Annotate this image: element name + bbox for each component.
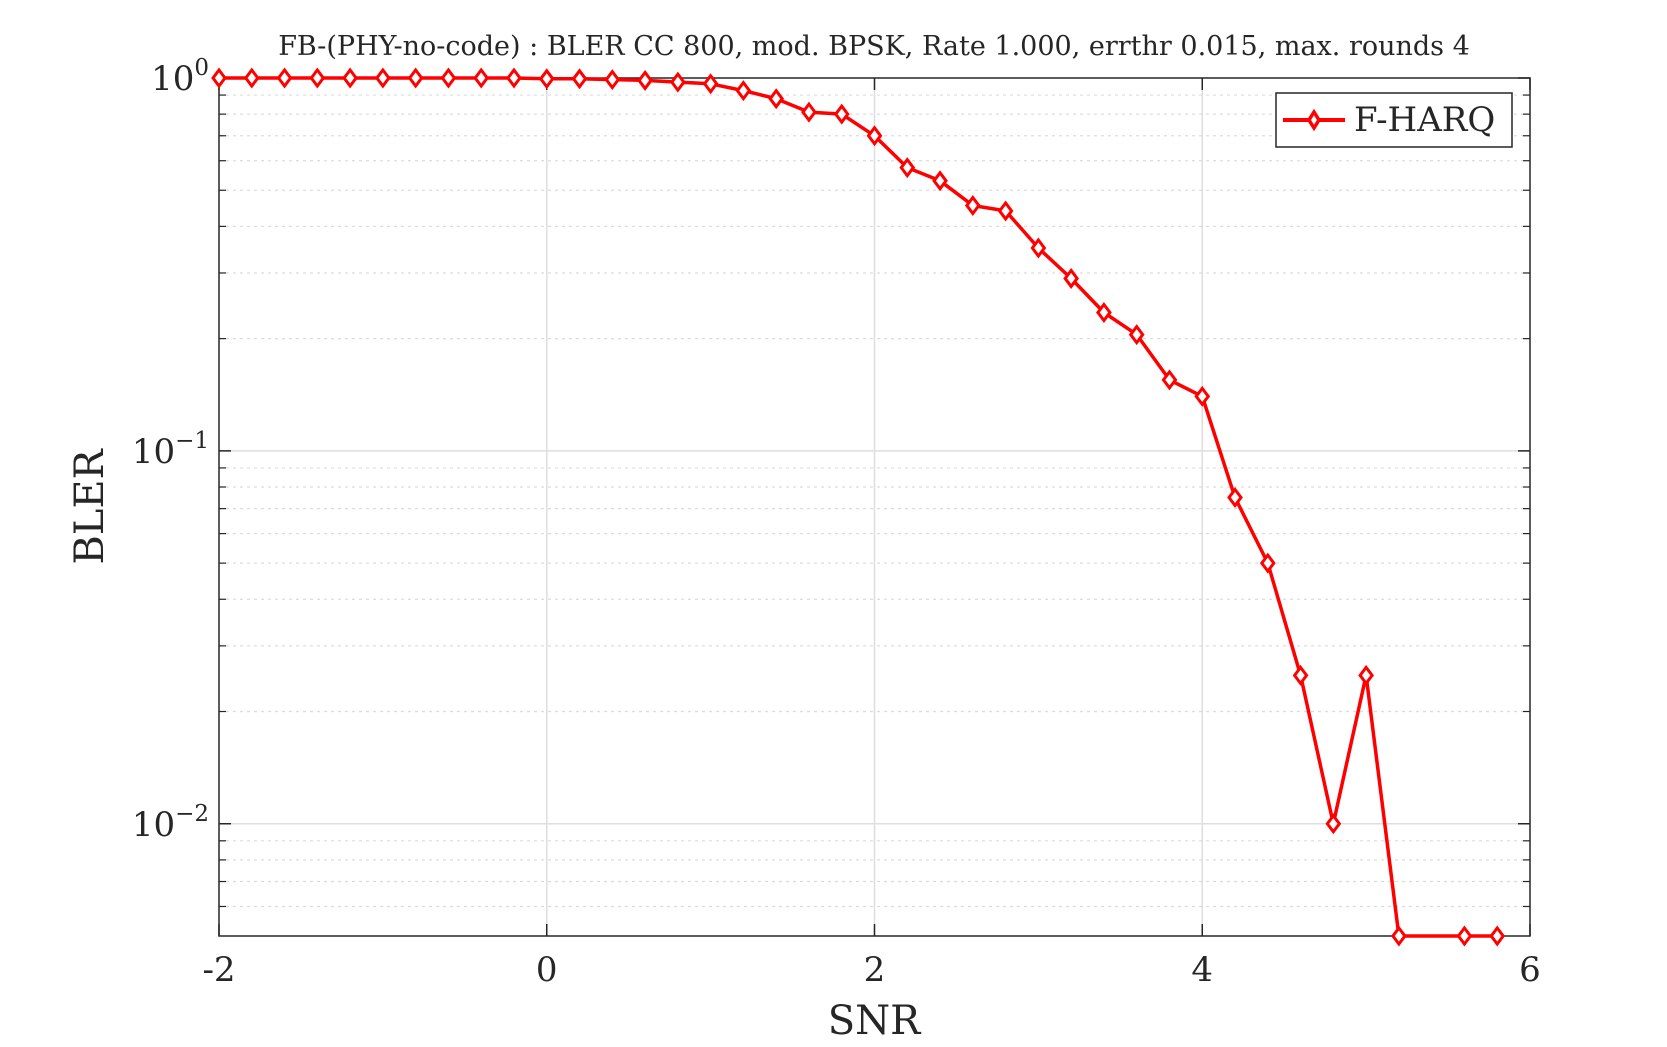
data-point [1063,267,1080,289]
chart-title: FB-(PHY-no-code) : BLER CC 800, mod. BPS… [278,31,1470,62]
data-point [407,67,424,89]
data-point [768,88,785,110]
data-point [899,157,916,179]
x-tick-label: 0 [536,950,558,990]
data-point [932,170,948,192]
data-point [473,67,490,89]
data-point [1161,369,1178,391]
data-point [1128,324,1145,346]
x-tick-label: 6 [1519,950,1541,990]
data-point [702,73,719,95]
data-point [1358,664,1374,686]
data-point [243,67,260,89]
data-point [669,71,686,93]
data-point [1489,925,1506,947]
data-point [964,195,981,217]
data-point [571,68,588,90]
data-point [604,69,621,91]
labels-layer: FB-(PHY-no-code) : BLER CC 800, mod. BPS… [67,31,1470,1044]
data-point [1030,237,1047,259]
data-point [506,67,522,89]
data-point [833,103,850,125]
data-point [866,125,883,147]
data-point [1227,486,1243,508]
y-tick-label: 10−2 [132,801,209,845]
data-point [1391,925,1407,947]
grid-layer [219,78,1530,936]
data-point [1456,925,1473,947]
data-point [997,200,1014,222]
x-axis-label: SNR [828,998,922,1042]
x-tick-label: 2 [864,950,886,990]
y-tick-label: 10−1 [132,428,209,472]
series-layer [211,67,1506,947]
legend: F-HARQ [1275,92,1513,148]
data-point [538,68,555,90]
data-point [309,67,326,89]
y-axis-label: BLER [67,447,113,564]
data-point [342,67,358,89]
data-point [1325,813,1342,835]
data-point [211,67,227,89]
y-tick-label: 100 [151,55,209,99]
legend-label: F-HARQ [1354,100,1495,140]
data-point [637,69,653,91]
data-point [1259,552,1276,574]
data-point [1096,302,1112,324]
data-point [1194,385,1211,407]
data-point [801,101,817,123]
data-point [735,80,752,102]
data-point [276,67,293,89]
x-tick-label: -2 [202,950,235,990]
legend-marker [1306,108,1322,132]
data-point [1292,664,1309,686]
axes-layer: -2 0 2 4 6 10−2 10−1 100 [132,55,1541,990]
x-tick-label: 4 [1191,950,1213,990]
data-point [375,67,391,89]
data-point [440,67,457,89]
